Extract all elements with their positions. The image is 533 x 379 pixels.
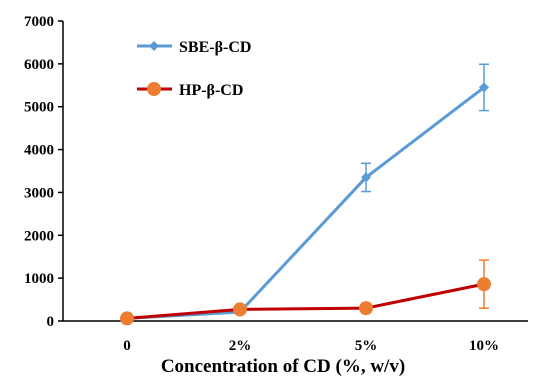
x-tick-label: 0 bbox=[123, 338, 131, 354]
y-tick-label: 0 bbox=[47, 314, 55, 330]
data-point bbox=[359, 301, 373, 316]
y-tick-label: 4000 bbox=[24, 143, 54, 159]
series-sbe-b-cd bbox=[122, 63, 489, 324]
x-tick-labels: 0 2% 5% 10% bbox=[123, 338, 499, 354]
series-line bbox=[126, 282, 485, 320]
y-tick-label: 6000 bbox=[24, 57, 54, 73]
axes bbox=[58, 20, 528, 322]
data-point bbox=[361, 172, 371, 183]
y-tick-labels: 0 1000 2000 3000 4000 5000 6000 7000 bbox=[24, 14, 54, 330]
series-line bbox=[126, 86, 485, 320]
series-hp-b-cd bbox=[120, 259, 491, 326]
y-tick-label: 3000 bbox=[24, 185, 54, 201]
y-tick-label: 5000 bbox=[24, 100, 54, 116]
x-tick-label: 10% bbox=[469, 338, 499, 354]
legend-label: HP-β-CD bbox=[179, 82, 243, 99]
data-point bbox=[477, 277, 491, 292]
legend-item-sbe-b-cd: SBE-β-CD bbox=[137, 39, 251, 56]
x-tick-label: 5% bbox=[355, 338, 378, 354]
x-tick-label: 2% bbox=[229, 338, 252, 354]
legend: SBE-β-CD HP-β-CD bbox=[137, 39, 251, 99]
legend-item-hp-b-cd: HP-β-CD bbox=[137, 82, 243, 99]
x-axis-label: Concentration of CD (%, w/v) bbox=[161, 356, 405, 377]
y-tick-label: 2000 bbox=[24, 228, 54, 244]
legend-label: SBE-β-CD bbox=[179, 39, 251, 56]
data-point bbox=[120, 311, 134, 326]
legend-marker bbox=[147, 82, 161, 96]
legend-marker bbox=[149, 41, 159, 51]
series-layer bbox=[120, 63, 491, 326]
data-point bbox=[233, 302, 247, 317]
y-tick-label: 1000 bbox=[24, 271, 54, 287]
data-point bbox=[479, 82, 489, 93]
y-tick-label: 7000 bbox=[24, 14, 54, 30]
